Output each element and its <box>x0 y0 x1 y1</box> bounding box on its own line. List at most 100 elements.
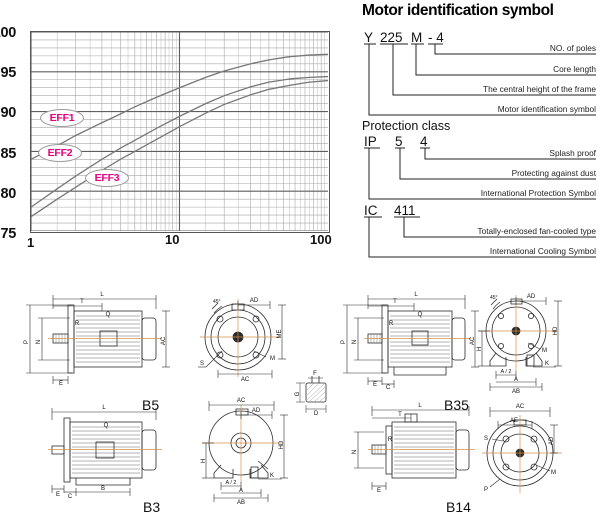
motor-outline-drawings: L T Q R P N AC E B5 <box>0 275 600 515</box>
svg-text:AC: AC <box>470 336 476 345</box>
motor-identification-panel: Motor identification symbol Y 225 M - 4 … <box>358 0 600 275</box>
callout-no-of-poles: NO. of poles <box>549 43 596 53</box>
y-axis-tick-95: 95 <box>0 65 16 81</box>
svg-text:AB: AB <box>512 389 520 395</box>
svg-text:AD: AD <box>252 408 261 414</box>
svg-text:AD: AD <box>250 298 259 304</box>
svg-text:HD: HD <box>553 326 559 335</box>
drawing-b14-end-view: AC AE AD S M P <box>470 395 595 500</box>
svg-text:45°: 45° <box>213 299 221 305</box>
svg-text:N: N <box>352 450 358 454</box>
svg-text:K: K <box>270 473 274 479</box>
svg-text:K: K <box>545 361 549 367</box>
svg-text:L: L <box>100 292 104 298</box>
curve-eff2 <box>31 75 328 208</box>
svg-text:Q: Q <box>418 312 423 318</box>
svg-text:AC: AC <box>241 377 250 383</box>
svg-text:R: R <box>75 321 80 327</box>
protection-class-heading: Protection class <box>362 119 451 133</box>
svg-text:AC: AC <box>237 398 246 404</box>
annotation-eff1: EFF1 <box>40 109 84 127</box>
efficiency-curves <box>31 53 328 218</box>
efficiency-chart: 100 95 90 85 80 75 1 10 100 EFF1 EFF2 EF… <box>0 0 352 275</box>
svg-text:ME: ME <box>277 330 283 339</box>
svg-text:M: M <box>542 348 547 354</box>
drawing-b35-side-view: L T Q R P N AC E C <box>338 285 488 395</box>
svg-text:T: T <box>80 299 84 305</box>
code-part-poles: - 4 <box>428 30 444 45</box>
curve-eff3 <box>31 79 328 218</box>
drawing-b5-end-view: AD ME AC S M 45° <box>196 285 306 395</box>
y-axis-tick-100: 100 <box>0 25 16 41</box>
svg-text:S: S <box>484 436 488 442</box>
svg-text:AB: AB <box>237 500 245 506</box>
svg-text:Q: Q <box>104 423 109 429</box>
svg-text:E: E <box>373 382 377 388</box>
svg-text:H: H <box>477 347 483 351</box>
callout-intl-protection: International Protection Symbol <box>480 188 596 198</box>
drawing-b3-end-view: AC AD HD H A / 2 A AB K <box>196 393 321 506</box>
curve-eff1 <box>31 53 328 160</box>
svg-text:M: M <box>551 470 556 476</box>
svg-text:R: R <box>388 437 393 443</box>
svg-text:H: H <box>201 459 207 463</box>
panel-title: Motor identification symbol <box>362 2 554 19</box>
ip-part-4: 4 <box>420 134 428 149</box>
view-label-b3: B3 <box>143 499 161 515</box>
svg-text:L: L <box>418 403 422 409</box>
svg-text:AC: AC <box>516 404 525 410</box>
y-axis-tick-90: 90 <box>0 105 16 121</box>
svg-text:AC: AC <box>161 336 167 345</box>
svg-text:AD: AD <box>527 294 536 300</box>
svg-text:A: A <box>239 488 243 494</box>
svg-text:C: C <box>68 494 73 500</box>
svg-text:L: L <box>102 405 106 411</box>
svg-text:A / 2: A / 2 <box>500 369 511 375</box>
annotation-eff3: EFF3 <box>85 169 129 187</box>
svg-text:G: G <box>295 391 301 396</box>
code-part-m: M <box>411 30 423 45</box>
y-axis-tick-80: 80 <box>0 186 16 202</box>
callout-splash-proof: Splash proof <box>549 148 596 158</box>
svg-text:A: A <box>514 377 518 383</box>
drawing-key-detail: F G D <box>288 370 344 418</box>
x-axis-tick-1: 1 <box>27 235 35 250</box>
svg-text:D: D <box>314 411 319 417</box>
callout-intl-cooling: International Cooling Symbol <box>489 246 596 256</box>
drawing-b5-side-view: L T Q R P N AC E <box>20 285 185 395</box>
code-part-225: 225 <box>380 30 403 45</box>
annotation-eff2: EFF2 <box>38 144 82 162</box>
svg-text:P: P <box>24 340 30 344</box>
callout-against-dust: Protecting against dust <box>511 168 596 178</box>
svg-text:45°: 45° <box>490 295 498 301</box>
svg-text:T: T <box>398 412 402 418</box>
svg-text:N: N <box>36 340 42 344</box>
svg-text:AE: AE <box>510 418 518 424</box>
chart-svg <box>31 32 328 231</box>
x-axis-tick-10: 10 <box>165 232 180 247</box>
callout-motor-ident-sym: Motor identification symbol <box>497 104 596 114</box>
svg-text:S: S <box>200 361 204 367</box>
view-label-b5: B5 <box>142 397 160 413</box>
svg-text:E: E <box>377 488 381 494</box>
svg-text:B: B <box>101 486 105 492</box>
callout-fan-cooled: Totally-enclosed fan-cooled type <box>477 226 596 236</box>
svg-text:E: E <box>56 492 60 498</box>
code-part-y: Y <box>364 30 374 45</box>
ic-part-411: 411 <box>394 203 416 218</box>
callout-central-height: The central height of the frame <box>483 84 596 94</box>
view-label-b14: B14 <box>446 499 471 515</box>
y-axis-tick-75: 75 <box>0 226 16 242</box>
callout-core-length: Core length <box>553 64 596 74</box>
svg-text:A / 2: A / 2 <box>225 480 236 486</box>
svg-text:T: T <box>393 299 397 305</box>
ic-part-ic: IC <box>364 203 378 218</box>
drawing-b14-side-view: L T N R E <box>338 400 488 500</box>
ip-part-ip: IP <box>364 134 377 149</box>
ip-part-5: 5 <box>395 134 403 149</box>
svg-text:R: R <box>389 321 394 327</box>
callout-leader-lines <box>364 43 596 258</box>
drawing-b35-end-view: AD HD H A / 2 A AB K M 45° <box>470 283 595 395</box>
svg-text:L: L <box>414 292 418 298</box>
svg-text:C: C <box>386 385 391 391</box>
